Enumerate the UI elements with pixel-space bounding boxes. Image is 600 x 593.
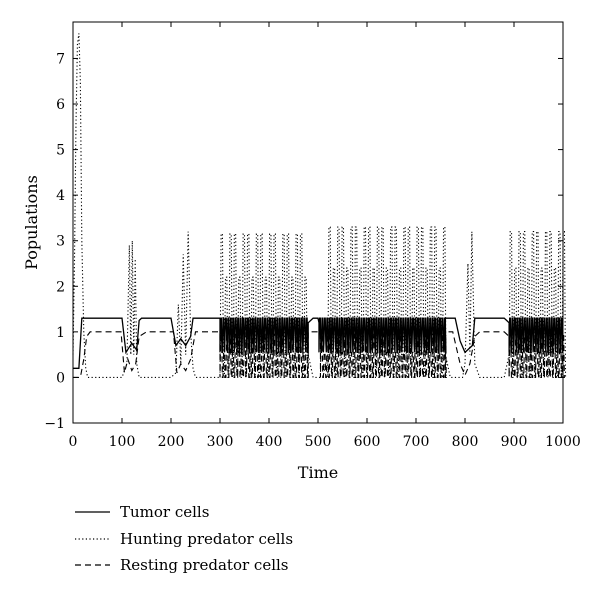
y-tick-label-6: 5: [56, 143, 65, 159]
series-line-0: [73, 317, 564, 369]
x-axis-label: Time: [298, 463, 338, 482]
x-tick-label-4: 400: [256, 434, 283, 450]
x-tick-label-6: 600: [354, 434, 381, 450]
y-tick-label-4: 3: [56, 234, 65, 250]
x-tick-label-7: 700: [403, 434, 430, 450]
legend-label-hunting: Hunting predator cells: [120, 530, 293, 548]
x-tick-label-10: 1000: [545, 434, 581, 450]
y-tick-label-0: −1: [44, 416, 65, 432]
legend-label-tumor: Tumor cells: [120, 503, 209, 521]
x-tick-label-8: 800: [452, 434, 479, 450]
plot-frame: [72, 21, 564, 424]
ticks-layer: 0 100 200 300 400 500 600 700 800 900 1000−1012345…: [44, 22, 581, 450]
legend-label-resting: Resting predator cells: [120, 556, 289, 574]
x-tick-label-1: 100: [109, 434, 136, 450]
series-layer: [72, 33, 567, 378]
y-axis-label: Populations: [22, 175, 41, 270]
y-tick-label-2: 1: [56, 325, 65, 341]
series-line-1: [72, 33, 567, 378]
x-tick-label-9: 900: [501, 434, 528, 450]
legend: Tumor cells Hunting predator cells Resti…: [75, 503, 293, 574]
x-tick-label-0: 0: [69, 434, 78, 450]
y-tick-label-7: 6: [56, 97, 65, 113]
x-tick-label-3: 300: [207, 434, 234, 450]
y-tick-label-1: 0: [56, 370, 65, 386]
series-line-2: [73, 331, 565, 378]
y-tick-label-3: 2: [56, 279, 65, 295]
y-tick-label-8: 7: [56, 51, 65, 67]
x-tick-label-2: 200: [158, 434, 185, 450]
x-tick-label-5: 500: [305, 434, 332, 450]
y-tick-label-5: 4: [56, 188, 65, 204]
